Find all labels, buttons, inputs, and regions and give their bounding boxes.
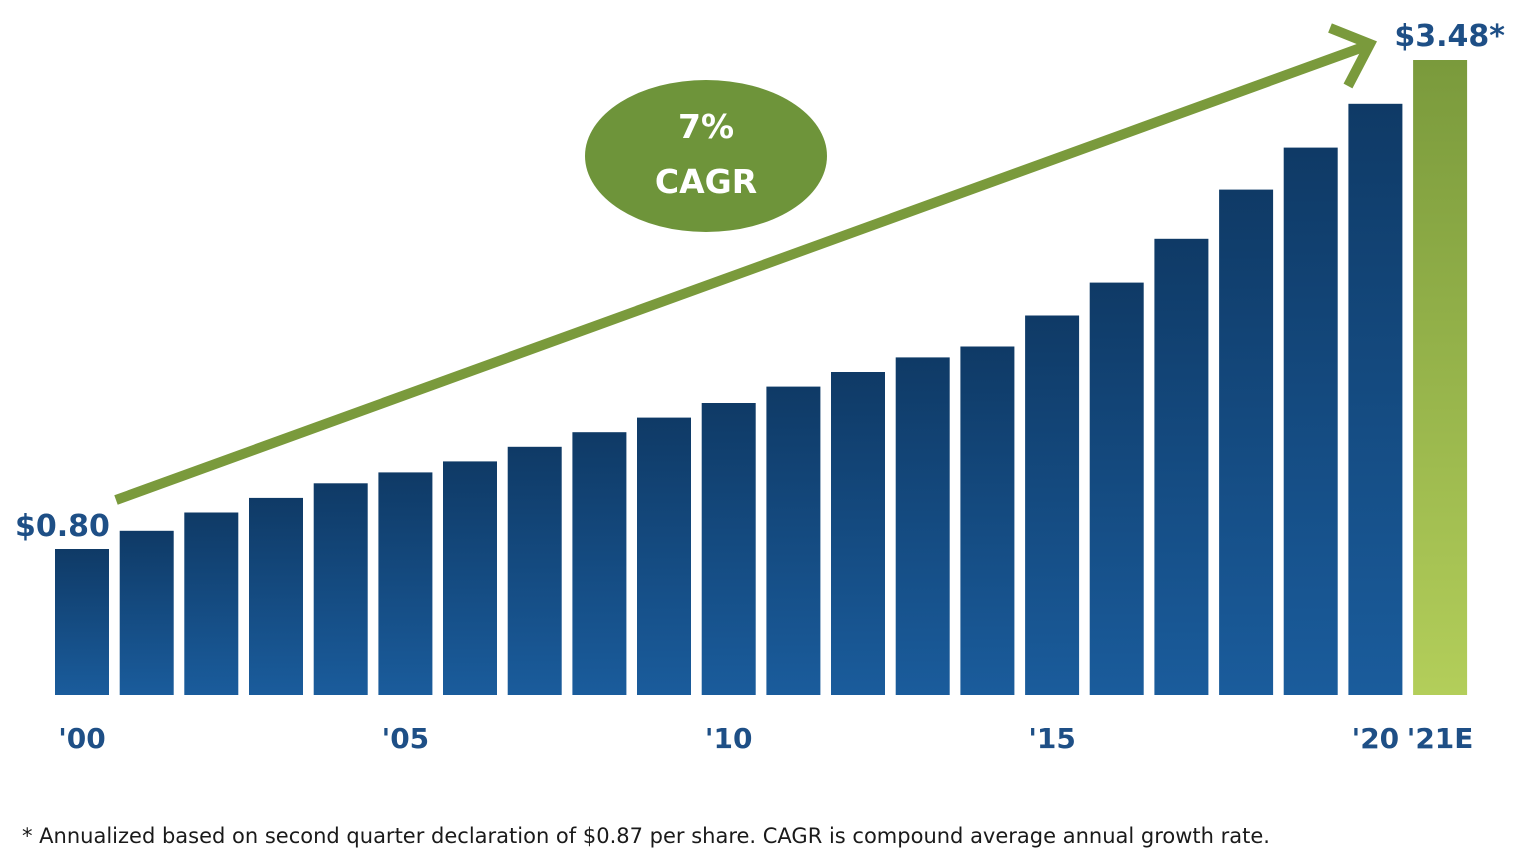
tick-label-05: '05 bbox=[382, 722, 430, 755]
bars-group bbox=[55, 60, 1468, 696]
bar-11 bbox=[766, 386, 821, 695]
bar-06 bbox=[443, 461, 497, 695]
bar-09 bbox=[637, 417, 691, 695]
bar-15 bbox=[1025, 315, 1080, 695]
bar-18 bbox=[1219, 189, 1274, 695]
bar-12 bbox=[831, 372, 885, 695]
cagr-rate-text: 7% bbox=[678, 107, 734, 146]
bar-16 bbox=[1089, 282, 1144, 695]
bar-07 bbox=[507, 446, 562, 695]
cagr-trend-arrow-shaft bbox=[114, 41, 1368, 505]
bar-19 bbox=[1283, 147, 1338, 696]
last-value-label: $3.48* bbox=[1394, 19, 1505, 54]
x-axis-tick-labels: '00 '05 '10 '15 '20'21E bbox=[58, 722, 1473, 755]
bar-01 bbox=[119, 530, 174, 695]
bar-13 bbox=[895, 357, 950, 695]
tick-label-10: '10 bbox=[705, 722, 753, 755]
bar-14 bbox=[960, 346, 1015, 695]
bar-05 bbox=[378, 472, 433, 695]
tick-label-20: '20 bbox=[1352, 722, 1400, 755]
cagr-bubble bbox=[585, 80, 827, 232]
tick-label-15: '15 bbox=[1028, 722, 1076, 755]
first-value-label: $0.80 bbox=[15, 509, 110, 544]
cagr-trend-arrow-head bbox=[1328, 23, 1377, 89]
bar-03 bbox=[249, 497, 303, 695]
tick-label-21E: '21E bbox=[1407, 722, 1474, 755]
tick-label-00: '00 bbox=[58, 722, 106, 755]
bar-02 bbox=[184, 512, 239, 695]
bar-10 bbox=[701, 403, 756, 695]
bar-21E bbox=[1413, 60, 1468, 695]
bar-20 bbox=[1348, 103, 1403, 696]
bar-08 bbox=[572, 432, 627, 695]
bar-04 bbox=[313, 483, 368, 695]
bar-17 bbox=[1154, 238, 1209, 696]
bar-00 bbox=[55, 549, 109, 695]
cagr-label-text: CAGR bbox=[655, 162, 757, 201]
footnote: * Annualized based on second quarter dec… bbox=[22, 824, 1270, 848]
